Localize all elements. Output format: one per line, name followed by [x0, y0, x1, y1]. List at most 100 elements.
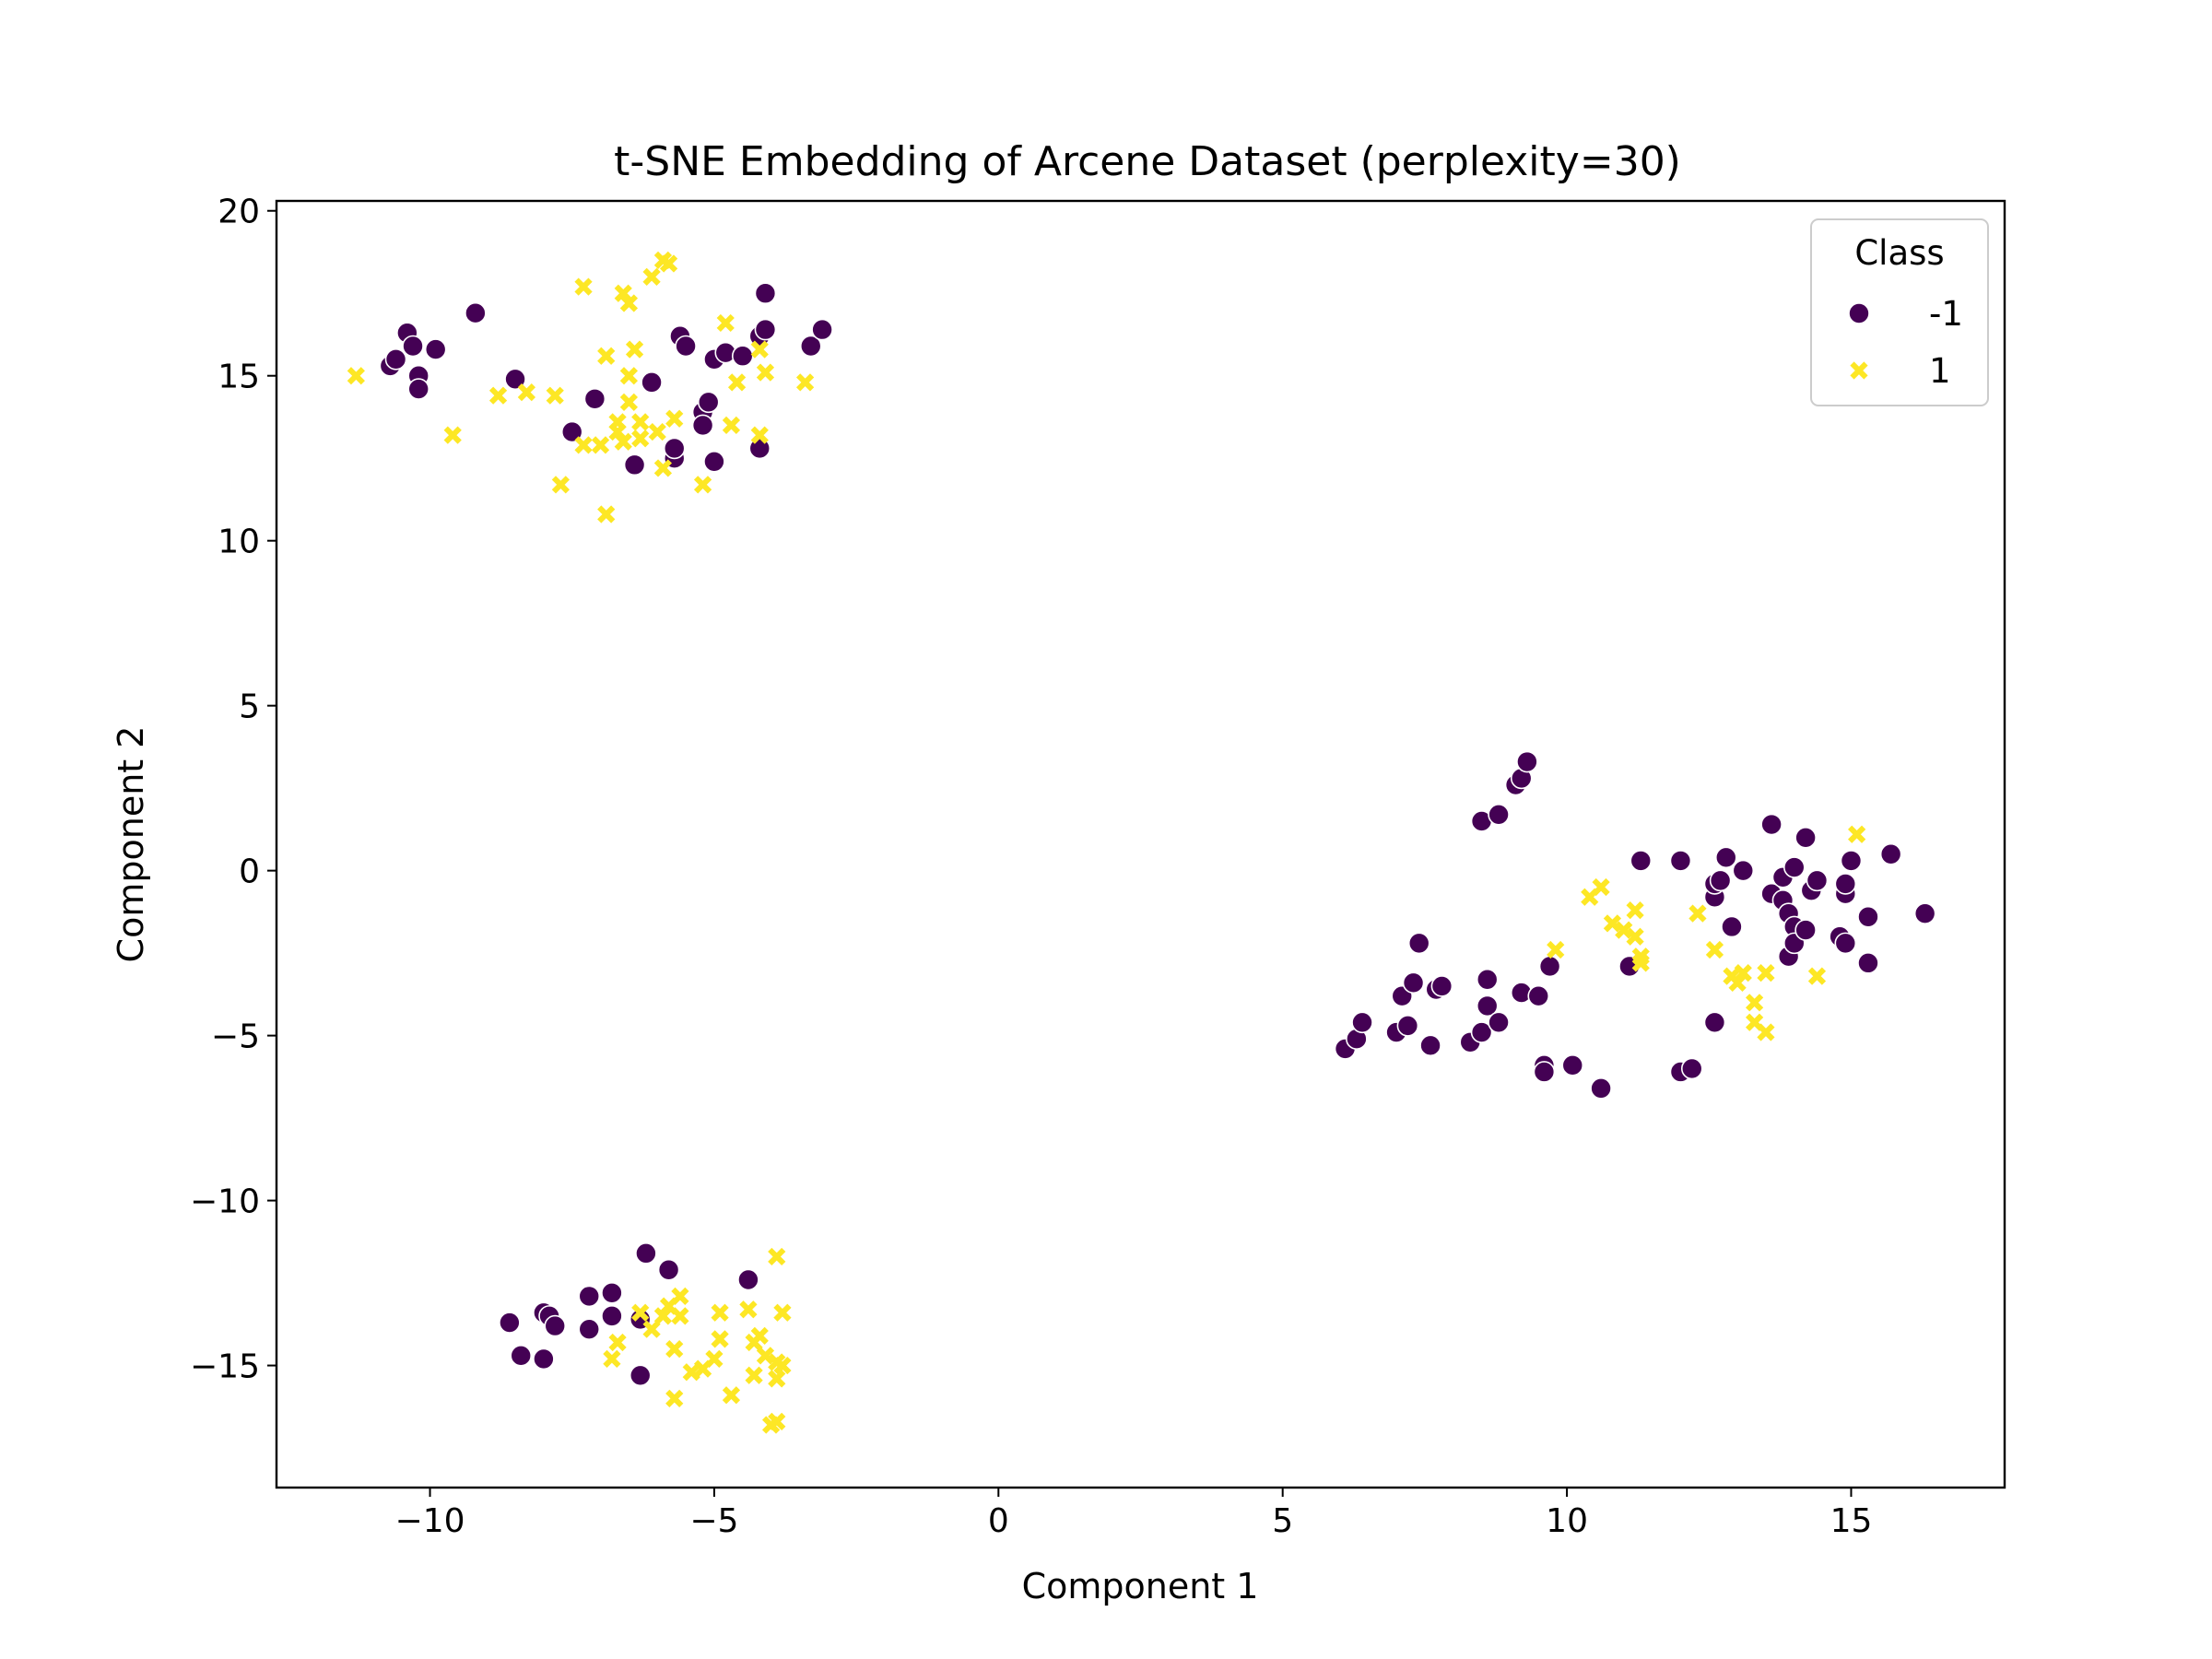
data-point: [722, 416, 741, 435]
data-point: [671, 1287, 689, 1306]
data-point: [1538, 955, 1561, 978]
data-point: [756, 1347, 775, 1365]
y-tick-label: −10: [190, 1183, 260, 1221]
data-point: [1615, 921, 1633, 939]
data-point: [1402, 971, 1425, 994]
data-point: [659, 254, 678, 273]
data-point: [1561, 1054, 1584, 1077]
y-axis: −15 −10 −5 0 5 10 15 20: [190, 194, 276, 1386]
data-point: [1626, 900, 1644, 920]
data-point: [1680, 1057, 1703, 1080]
data-point: [631, 1303, 650, 1322]
data-point: [1470, 1021, 1493, 1043]
x-tick-label: 10: [1546, 1502, 1588, 1540]
data-point: [1476, 968, 1499, 991]
data-point: [739, 1300, 758, 1319]
data-point: [1879, 842, 1902, 865]
data-point: [653, 1307, 673, 1325]
plot-area: −10 −5 0 5 10 15 −15 −10 −5 0 5 10 15 20: [190, 194, 2006, 1540]
data-point: [1703, 1011, 1726, 1034]
data-point: [597, 347, 616, 365]
data-point: [578, 1318, 601, 1340]
legend: Class -1 1: [1810, 218, 1989, 406]
data-point: [768, 1353, 786, 1371]
data-point: [1430, 975, 1453, 997]
data-point: [608, 1333, 627, 1352]
data-point: [1794, 827, 1817, 849]
data-point: [635, 1242, 657, 1265]
y-tick-label: 10: [218, 524, 260, 561]
data-point: [642, 267, 661, 286]
data-point: [665, 409, 684, 428]
data-point: [625, 340, 644, 359]
data-point: [1848, 825, 1866, 843]
data-point: [1721, 915, 1743, 938]
data-point: [727, 373, 747, 392]
data-point: [745, 1366, 763, 1384]
series-class-1: [347, 251, 1866, 1434]
legend-label: -1: [1929, 294, 1963, 334]
data-point: [768, 1412, 786, 1431]
data-point: [1728, 973, 1747, 992]
legend-item: -1: [1848, 294, 1963, 334]
data-point: [711, 1303, 729, 1322]
data-point: [1533, 1061, 1556, 1083]
data-point: [1714, 846, 1737, 869]
data-point: [1626, 927, 1644, 946]
data-point: [773, 1303, 792, 1322]
data-point: [657, 1258, 680, 1281]
legend-label: 1: [1929, 351, 1951, 391]
data-point: [1516, 750, 1538, 773]
y-axis-label: Component 2: [111, 726, 151, 963]
data-point: [1407, 932, 1430, 955]
x-tick-label: 5: [1272, 1502, 1293, 1540]
data-point: [619, 393, 639, 411]
data-point: [465, 301, 487, 324]
points-layer: [347, 251, 1936, 1434]
data-point: [1630, 850, 1653, 872]
data-point: [1669, 850, 1692, 872]
data-point: [1527, 984, 1550, 1007]
data-point: [1840, 850, 1863, 872]
y-tick-label: −15: [190, 1348, 260, 1386]
data-point: [1592, 877, 1610, 897]
data-point: [648, 422, 666, 441]
data-point: [731, 345, 754, 368]
data-point: [629, 1364, 652, 1387]
legend-box: [1810, 218, 1989, 406]
legend-marker: [1848, 302, 1870, 324]
data-point: [601, 1282, 623, 1304]
data-point: [551, 476, 571, 494]
data-point: [1757, 963, 1775, 982]
data-point: [1794, 919, 1817, 941]
y-tick-label: 15: [218, 359, 260, 396]
data-point: [1834, 932, 1857, 955]
data-point: [1834, 873, 1857, 895]
data-point: [745, 1333, 763, 1352]
x-tick-label: −10: [395, 1502, 465, 1540]
data-point: [603, 1349, 621, 1369]
data-point: [347, 367, 365, 385]
legend-marker: [1850, 361, 1868, 380]
data-point: [811, 318, 833, 341]
data-point: [504, 368, 526, 391]
data-point: [1488, 803, 1510, 826]
data-point: [614, 432, 632, 451]
data-point: [768, 1370, 786, 1388]
y-tick-label: −5: [211, 1018, 260, 1056]
data-point: [754, 318, 777, 341]
data-point: [1913, 902, 1936, 924]
data-point: [517, 382, 536, 402]
data-point: [1732, 859, 1755, 882]
data-point: [424, 338, 447, 360]
data-point: [1631, 954, 1650, 972]
data-point: [1396, 1015, 1419, 1037]
data-point: [631, 429, 650, 448]
data-point: [578, 1285, 601, 1308]
data-point: [716, 313, 735, 333]
x-tick-label: 15: [1830, 1502, 1873, 1540]
y-tick-label: 0: [239, 853, 260, 891]
data-point: [499, 1312, 521, 1334]
data-point: [1547, 940, 1565, 959]
